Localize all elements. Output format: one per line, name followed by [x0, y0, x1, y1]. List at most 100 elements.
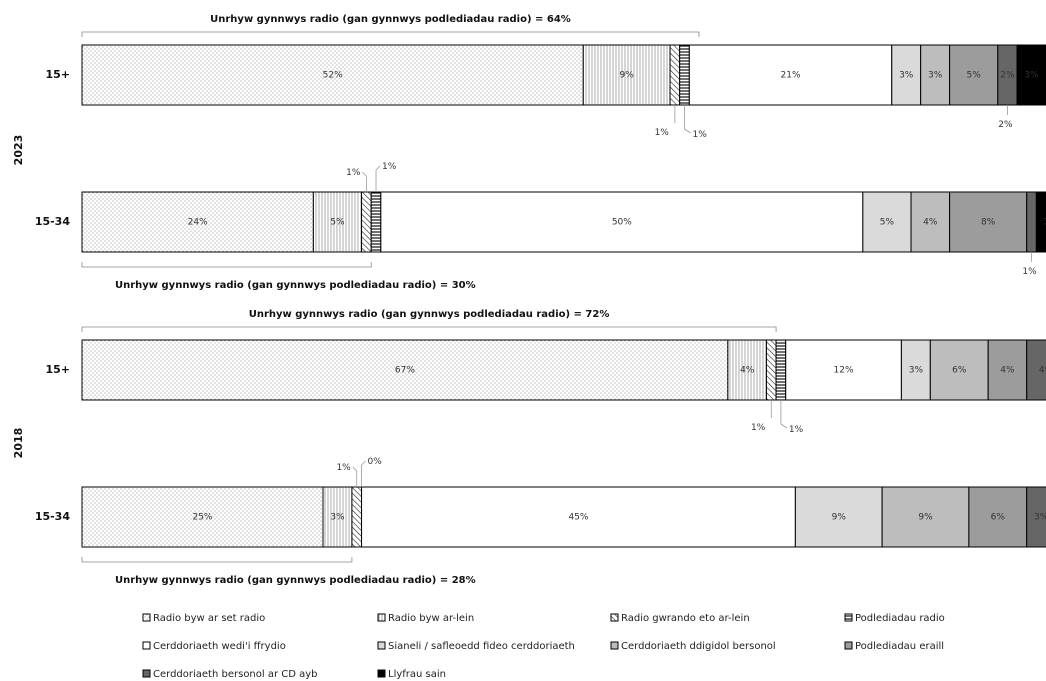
data-label-2023-15-34-cerddoriaeth-wedi-i-ffrydio: 50% — [612, 218, 632, 228]
bar-2018-15-cerddoriaeth-ddigidol-bersonol — [929, 339, 989, 401]
bar-2023-15-34-cerddoriaeth-ddigidol-bersonol — [910, 191, 951, 253]
bar-2023-15-34-cerddoriaeth-bersonol-ar-cd-ayb — [1026, 191, 1037, 253]
legend-podlediadau-eraill-swatch — [844, 641, 853, 650]
callout-2018-15-34-podlediadau-radio-leader — [361, 460, 366, 487]
data-label-2018-15-podlediadau-eraill: 4% — [1000, 366, 1015, 376]
callout-2018-15-34-podlediadau-radio-group: 0% — [361, 457, 383, 487]
data-label-2018-15-radio-byw-ar-set-radio: 67% — [395, 366, 415, 376]
bar-2023-15-34-radio-gwrando-eto-ar-lein — [361, 191, 372, 253]
data-label-2023-15-34-radio-byw-ar-lein: 5% — [330, 218, 345, 228]
bar-2018-15-34-cerddoriaeth-bersonol-ar-cd-ayb — [1026, 486, 1046, 548]
bar-2023-15-34-cerddoriaeth-wedi-i-ffrydio — [380, 191, 864, 253]
callout-2023-15-34-radio-gwrando-eto-ar-lein-leader — [362, 171, 367, 192]
bracket-2023-15-34-line — [81, 262, 372, 268]
year-labels: 2023 2018 — [12, 135, 25, 459]
bracket-2023-15-34-label: Unrhyw gynnwys radio (gan gynnwys podled… — [115, 280, 476, 291]
legend-cerddoriaeth-wedi-i-ffrydio-swatch — [142, 641, 151, 650]
data-label-2023-15-cerddoriaeth-ddigidol-bersonol: 3% — [928, 71, 943, 81]
legend-sianeli-safleoedd-fideo-cerddoriaeth-swatch — [377, 641, 386, 650]
data-label-2018-15-34-sianeli-safleoedd-fideo-cerddoriaeth: 9% — [832, 513, 847, 523]
callout-2023-15-34-podlediadau-radio-group: 1% — [375, 162, 397, 192]
legend-radio-gwrando-eto-ar-lein-label: Radio gwrando eto ar-lein — [621, 613, 750, 624]
bracket-2018-15-line — [81, 326, 777, 332]
data-label-2023-15-cerddoriaeth-wedi-i-ffrydio: 21% — [781, 71, 801, 81]
data-label-2023-15-cerddoriaeth-bersonol-ar-cd-ayb: 2% — [1000, 71, 1015, 81]
legend-radio-byw-ar-set-radio-label: Radio byw ar set radio — [153, 613, 265, 624]
data-label-2018-15-sianeli-safleoedd-fideo-cerddoriaeth: 3% — [909, 366, 924, 376]
legend: Radio byw ar set radio Radio byw ar-lein R… — [142, 613, 945, 680]
callout-2018-15-34-radio-gwrando-eto-ar-lein: 1% — [336, 463, 351, 473]
legend-cerddoriaeth-ddigidol-bersonol-swatch — [610, 641, 619, 650]
row-label-2018-15-34: 15-34 — [35, 510, 71, 523]
data-label-2023-15-llyfrau-sain: 3% — [1024, 71, 1039, 81]
bar-2018-15-34-radio-byw-ar-lein — [322, 486, 353, 548]
data-label-2023-15-34-podlediadau-eraill: 8% — [981, 218, 996, 228]
data-label-2023-15-34-cerddoriaeth-ddigidol-bersonol: 4% — [923, 218, 938, 228]
legend-radio-byw-ar-lein-swatch — [377, 613, 386, 622]
data-label-2018-15-34-cerddoriaeth-ddigidol-bersonol: 9% — [918, 513, 933, 523]
callout-2018-15-34-radio-gwrando-eto-ar-lein-group: 1% — [336, 463, 358, 487]
bracket-2023-15-label: Unrhyw gynnwys radio (gan gynnwys podled… — [210, 14, 571, 25]
year-label-2023: 2023 — [12, 135, 25, 166]
data-label-2018-15-cerddoriaeth-wedi-i-ffrydio: 12% — [834, 366, 854, 376]
legend-sianeli-safleoedd-fideo-cerddoriaeth-label: Sianeli / safleoedd fideo cerddoriaeth — [388, 641, 575, 652]
bar-2018-15-cerddoriaeth-wedi-i-ffrydio — [785, 339, 902, 401]
annotations-group: Unrhyw gynnwys radio (gan gynnwys podled… — [81, 14, 777, 586]
data-label-2018-15-34-podlediadau-eraill: 6% — [991, 513, 1006, 523]
bar-2018-15-podlediadau-radio — [775, 339, 787, 401]
bracket-2018-15-34-line — [81, 557, 353, 563]
bar-2023-15-34-podlediadau-radio — [370, 191, 382, 253]
bar-2018-15-34-radio-byw-ar-set-radio — [81, 486, 324, 548]
legend-cerddoriaeth-ddigidol-bersonol-label: Cerddoriaeth ddigidol bersonol — [621, 641, 776, 652]
data-label-2018-15-radio-byw-ar-lein: 4% — [740, 366, 755, 376]
legend-cerddoriaeth-bersonol-ar-cd-ayb-swatch — [142, 669, 151, 678]
bracket-2018-15-label: Unrhyw gynnwys radio (gan gynnwys podled… — [249, 309, 610, 320]
bracket-2018-15-34-label: Unrhyw gynnwys radio (gan gynnwys podled… — [115, 575, 476, 586]
data-label-2023-15-podlediadau-eraill: 5% — [967, 71, 982, 81]
callout-2023-15-radio-gwrando-eto-ar-lein: 1% — [655, 128, 670, 138]
callout-2023-15-podlediadau-radio-leader — [684, 105, 691, 134]
bar-2018-15-34-radio-gwrando-eto-ar-lein — [351, 486, 363, 548]
callout-2023-15-cerddoriaeth-bersonol-ar-cd-ayb: 2% — [998, 120, 1013, 130]
legend-radio-byw-ar-lein-label: Radio byw ar-lein — [388, 613, 474, 624]
bar-2023-15-podlediadau-eraill — [949, 44, 999, 106]
data-label-2018-15-34-cerddoriaeth-bersonol-ar-cd-ayb: 3% — [1034, 513, 1046, 523]
bar-2023-15-radio-byw-ar-set-radio — [81, 44, 584, 106]
callout-2018-15-34-podlediadau-radio: 0% — [368, 457, 383, 467]
bar-2023-15-podlediadau-radio — [679, 44, 690, 106]
callout-2023-15-podlediadau-radio: 1% — [693, 130, 708, 140]
year-label-2018: 2018 — [12, 428, 25, 459]
legend-radio-gwrando-eto-ar-lein-swatch — [610, 613, 619, 622]
callout-2023-15-34-radio-gwrando-eto-ar-lein: 1% — [346, 168, 361, 178]
legend-llyfrau-sain-label: Llyfrau sain — [388, 669, 446, 680]
data-label-2023-15-34-radio-byw-ar-set-radio: 24% — [188, 218, 208, 228]
legend-llyfrau-sain-swatch — [377, 669, 386, 678]
legend-podlediadau-radio-swatch — [844, 613, 853, 622]
bar-2023-15-radio-byw-ar-lein — [582, 44, 671, 106]
legend-podlediadau-eraill-label: Podlediadau eraill — [855, 641, 944, 652]
data-label-2023-15-34-sianeli-safleoedd-fideo-cerddoriaeth: 5% — [880, 218, 895, 228]
callout-2023-15-34-cerddoriaeth-bersonol-ar-cd-ayb: 1% — [1022, 267, 1037, 277]
bar-2023-15-radio-gwrando-eto-ar-lein — [669, 44, 681, 106]
callout-2018-15-podlediadau-radio: 1% — [789, 425, 804, 435]
data-label-2018-15-cerddoriaeth-bersonol-ar-cd-ayb: 4% — [1039, 366, 1046, 376]
bracket-2023-15-line — [81, 31, 700, 37]
bars-group: 15+ 52% 9% 21% 3% 3% 5% 2% 3% 15-34 24% 5% 50% 5% 4% 8%… — [35, 44, 1046, 548]
bar-2023-15-34-podlediadau-eraill — [949, 191, 1028, 253]
bar-2018-15-radio-byw-ar-lein — [727, 339, 767, 401]
data-label-2018-15-34-radio-byw-ar-lein: 3% — [330, 513, 345, 523]
callout-2023-15-34-radio-gwrando-eto-ar-lein-group: 1% — [346, 168, 367, 192]
bar-2018-15-34-sianeli-safleoedd-fideo-cerddoriaeth — [794, 486, 883, 548]
bar-2023-15-cerddoriaeth-ddigidol-bersonol — [920, 44, 951, 106]
row-label-2023-15: 15+ — [45, 68, 70, 81]
bar-2018-15-radio-gwrando-eto-ar-lein — [765, 339, 777, 401]
legend-podlediadau-radio-label: Podlediadau radio — [855, 613, 945, 624]
data-label-2023-15-sianeli-safleoedd-fideo-cerddoriaeth: 3% — [899, 71, 914, 81]
bar-2023-15-cerddoriaeth-wedi-i-ffrydio — [688, 44, 893, 106]
callout-2018-15-radio-gwrando-eto-ar-lein-group: 1% — [751, 400, 772, 433]
bar-2018-15-radio-byw-ar-set-radio — [81, 339, 729, 401]
callout-2023-15-cerddoriaeth-bersonol-ar-cd-ayb-group: 2% — [998, 105, 1013, 130]
data-label-2023-15-radio-byw-ar-lein: 9% — [620, 71, 635, 81]
legend-radio-byw-ar-set-radio-swatch — [142, 613, 151, 622]
